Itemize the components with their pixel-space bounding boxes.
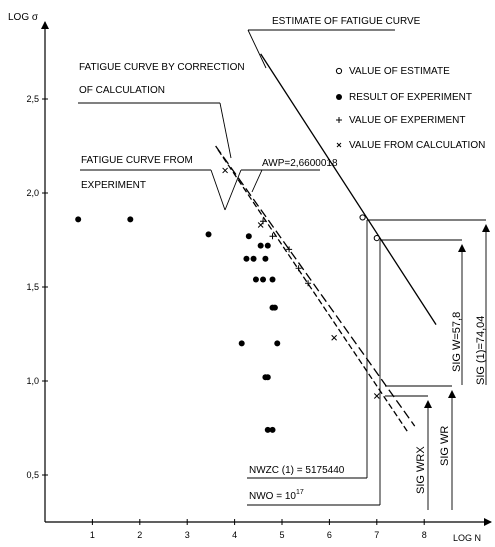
annotation-experiment-curve-line1: FATIGUE CURVE FROM: [81, 155, 193, 166]
legend: VALUE OF ESTIMATE RESULT OF EXPERIMENT V…: [335, 66, 485, 151]
experiment-value-point: [295, 265, 302, 272]
annotation-leaders: [78, 29, 395, 211]
experiment-point: [75, 216, 82, 223]
y-tick-label: 2,0: [26, 188, 39, 198]
experiment-point: [257, 242, 264, 249]
curve-line: [217, 149, 409, 433]
curve-line: [215, 145, 416, 427]
y-tick-label: 1,5: [26, 282, 39, 292]
annotation-estimate-curve: ESTIMATE OF FATIGUE CURVE: [272, 16, 421, 27]
curve-line: [260, 53, 437, 325]
x-ticks: 1 2 3 4 5 6 7 8: [90, 519, 427, 540]
annotation-correction-curve-line2: OF CALCULATION: [79, 85, 165, 96]
legend-label: VALUE OF EXPERIMENT: [349, 115, 466, 126]
annotation-sig-wrx: SIG WRX: [415, 446, 427, 494]
estimate-point: [359, 214, 366, 221]
x-tick-label: 5: [279, 530, 284, 540]
experiment-point: [205, 231, 212, 238]
x-tick-label: 2: [137, 530, 142, 540]
experiment-point: [269, 276, 276, 283]
experiment-point: [238, 340, 245, 347]
legend-marker-cross: [336, 142, 342, 148]
annotation-awp: AWP=2,6600018: [262, 158, 338, 169]
y-tick-label: 2,5: [26, 94, 39, 104]
experiment-point: [269, 426, 276, 433]
estimate-point: [373, 235, 380, 242]
annotation-nwzc: NWZC (1) = 5175440: [249, 465, 345, 476]
experiment-point: [250, 255, 257, 262]
experiment-point: [271, 304, 278, 311]
reference-lines: [247, 219, 486, 506]
y-ticks: 0,5 1,0 1,5 2,0 2,5: [26, 94, 48, 480]
x-tick-label: 7: [374, 530, 379, 540]
experiment-point: [245, 233, 252, 240]
x-tick-label: 6: [327, 530, 332, 540]
annotation-nwo: NWO = 1017: [249, 489, 304, 502]
x-axis-label: LOG N: [453, 533, 481, 543]
x-tick-label: 4: [232, 530, 237, 540]
experiment-point: [264, 374, 271, 381]
experiment-value-point: [286, 246, 293, 253]
x-tick-label: 3: [185, 530, 190, 540]
annotation-experiment-curve-line2: EXPERIMENT: [81, 180, 146, 191]
experiment-point: [262, 255, 269, 262]
legend-label: VALUE OF ESTIMATE: [349, 66, 450, 77]
annotation-sig-1: SIG (1)=74,04: [475, 316, 487, 385]
experiment-point: [252, 276, 259, 283]
legend-label: RESULT OF EXPERIMENT: [349, 92, 472, 103]
annotation-sig-w: SIG W=57,8: [451, 312, 463, 372]
x-tick-label: 1: [90, 530, 95, 540]
data-markers: [75, 167, 380, 433]
calculation-point: [257, 222, 264, 228]
annotation-sig-wr: SIG WR: [439, 426, 451, 466]
curves: [215, 53, 437, 433]
experiment-point: [264, 242, 271, 249]
calculation-point: [331, 334, 337, 341]
reference-arrows: [424, 224, 490, 510]
experiment-point: [274, 340, 281, 347]
experiment-point: [243, 255, 250, 262]
calculation-point: [373, 393, 380, 399]
annotation-nwo-exponent: 17: [296, 489, 304, 496]
experiment-point: [260, 276, 267, 283]
annotations: ESTIMATE OF FATIGUE CURVE FATIGUE CURVE …: [79, 16, 487, 502]
experiment-value-point: [305, 280, 312, 287]
x-tick-label: 8: [422, 530, 427, 540]
legend-marker-open-circle: [335, 67, 343, 75]
annotation-correction-curve-line1: FATIGUE CURVE BY CORRECTION: [79, 62, 245, 73]
y-tick-label: 0,5: [26, 470, 39, 480]
calculation-point: [222, 167, 228, 174]
legend-marker-plus: [336, 117, 342, 123]
experiment-value-point: [269, 233, 276, 240]
legend-marker-filled-circle: [336, 94, 342, 100]
y-tick-label: 1,0: [26, 376, 39, 386]
experiment-point: [264, 426, 271, 433]
experiment-point: [127, 216, 134, 223]
legend-label: VALUE FROM CALCULATION: [349, 140, 485, 151]
y-axis-label: LOG σ: [8, 12, 39, 23]
